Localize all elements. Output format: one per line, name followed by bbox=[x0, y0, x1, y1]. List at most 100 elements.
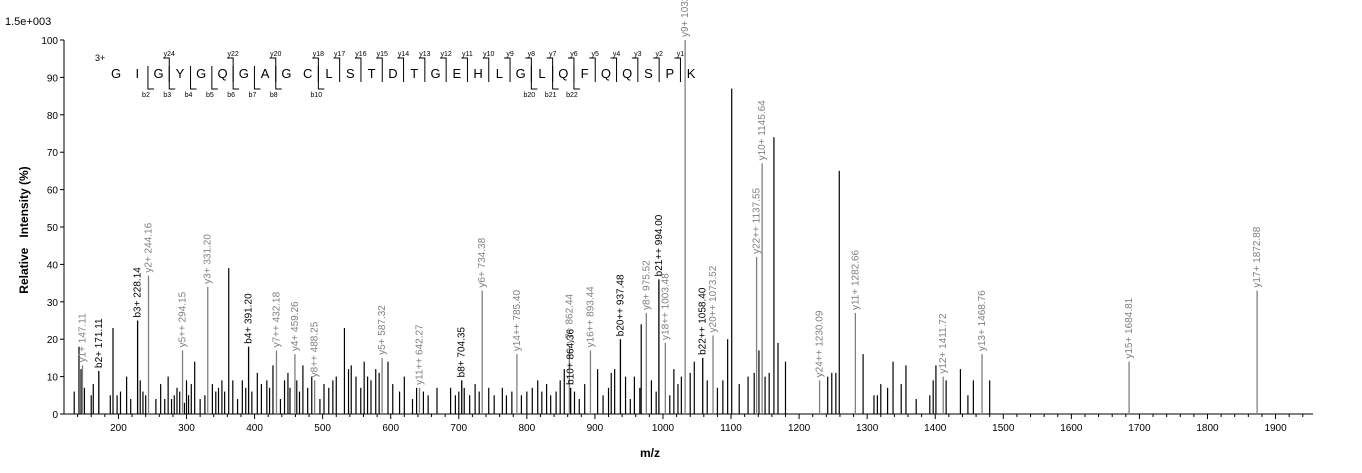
y-ion-cleavage-mark bbox=[354, 57, 362, 82]
y-tick-label: 0 bbox=[52, 410, 58, 421]
x-tick-label: 1600 bbox=[1060, 423, 1083, 434]
x-axis-ticks: 200 300 400 500 600 700 800 900 1000 1100 1200 1300… bbox=[77, 414, 1304, 434]
x-tick-label: 300 bbox=[178, 423, 195, 434]
peptide-residue: G bbox=[430, 66, 440, 81]
y-ion-cleavage-mark bbox=[482, 57, 490, 82]
spectrum-peaks bbox=[73, 40, 1258, 414]
y-ion-label: y11 bbox=[462, 51, 473, 58]
peptide-charge: 3+ bbox=[95, 53, 105, 63]
peptide-residue: G bbox=[111, 66, 121, 81]
peak-label: y11+ 1282.66 bbox=[850, 249, 861, 310]
peptide-residue: T bbox=[410, 66, 418, 81]
x-tick-label: 400 bbox=[246, 423, 263, 434]
peak-label: y12+ 1411.72 bbox=[938, 313, 949, 374]
b-ion-cleavage-mark bbox=[190, 66, 197, 90]
peptide-residue: G bbox=[516, 66, 526, 81]
y-ion-cleavage-mark bbox=[269, 57, 277, 82]
y-tick-label: 100 bbox=[41, 36, 58, 47]
b-ion-cleavage-mark bbox=[317, 66, 325, 90]
y-ion-label: y1 bbox=[677, 51, 685, 58]
x-tick-label: 1900 bbox=[1264, 423, 1287, 434]
y-ion-cleavage-mark bbox=[674, 57, 681, 82]
y-tick-label: 60 bbox=[47, 186, 59, 197]
intensity-scale-label: 1.5e+003 bbox=[5, 16, 51, 28]
peak-label: y5++ 294.15 bbox=[178, 291, 189, 347]
peak-label: y22++ 1137.55 bbox=[752, 187, 763, 253]
x-tick-label: 1200 bbox=[788, 423, 811, 434]
y-ion-cleavage-mark bbox=[461, 57, 468, 82]
b-ion-label: b6 bbox=[227, 92, 235, 99]
y-tick-label: 40 bbox=[47, 260, 59, 271]
peptide-residue: F bbox=[581, 66, 589, 81]
peak-label: y15+ 1684.81 bbox=[1124, 297, 1135, 358]
peptide-residue: D bbox=[388, 66, 397, 81]
y-ion-label: y12 bbox=[441, 51, 452, 58]
peak-label: y9+ 1032.54 bbox=[680, 0, 691, 37]
peak-label: y6+ 734.38 bbox=[477, 237, 488, 287]
peptide-residue: C bbox=[303, 66, 312, 81]
b-ion-label: b7 bbox=[249, 92, 257, 99]
x-tick-label: 1500 bbox=[992, 423, 1015, 434]
y-ion-cleavage-mark bbox=[653, 57, 660, 82]
b-ion-label: b20 bbox=[524, 92, 536, 99]
b-ion-label: b21 bbox=[545, 92, 557, 99]
b-ion-cleavage-mark bbox=[275, 66, 282, 90]
peptide-residue: G bbox=[196, 66, 206, 81]
y-ion-cleavage-mark bbox=[397, 57, 405, 82]
y-ion-label: y18 bbox=[313, 51, 324, 58]
peak-label: y8++ 488.25 bbox=[310, 321, 321, 377]
peptide-residue: Q bbox=[217, 66, 227, 81]
y-ion-cleavage-mark bbox=[163, 57, 170, 82]
y-ion-cleavage-mark bbox=[589, 57, 596, 82]
b-ion-label: b3 bbox=[163, 92, 171, 99]
b-ion-cleavage-mark bbox=[147, 66, 154, 90]
peak-label: b2+ 171.11 bbox=[94, 318, 105, 368]
y-ion-cleavage-mark bbox=[312, 57, 319, 82]
b-ion-label: b22 bbox=[566, 92, 578, 99]
y-ion-label: y13 bbox=[419, 51, 430, 58]
peak-label: y2+ 244.16 bbox=[144, 222, 155, 272]
peak-label: y11++ 642.27 bbox=[414, 324, 425, 385]
y-ion-label: y4 bbox=[613, 51, 621, 58]
b-ion-label: b8 bbox=[270, 92, 278, 99]
y-ion-label: y7 bbox=[549, 51, 557, 58]
y-ion-cleavage-mark bbox=[227, 57, 234, 82]
y-axis-ticks: 0 10 20 30 40 50 60 70 80 90 100 bbox=[41, 36, 64, 421]
y-ion-label: y6 bbox=[570, 51, 578, 58]
peptide-residue: G bbox=[281, 66, 291, 81]
y-ion-cleavage-mark bbox=[418, 57, 426, 82]
peak-label: b3+ 228.14 bbox=[133, 267, 144, 318]
y-ion-label: y24 bbox=[164, 51, 175, 58]
x-tick-label: 1800 bbox=[1196, 423, 1219, 434]
y-axis-title: Relative Intensity (%) bbox=[17, 166, 31, 293]
x-tick-label: 900 bbox=[587, 423, 604, 434]
peptide-residue: L bbox=[538, 66, 545, 81]
peptide-residue: L bbox=[496, 66, 503, 81]
peak-label: y16++ 893.44 bbox=[585, 286, 596, 348]
y-ion-cleavage-mark bbox=[333, 57, 341, 82]
peptide-residue: I bbox=[135, 66, 139, 81]
y-tick-label: 50 bbox=[47, 223, 59, 234]
x-tick-label: 700 bbox=[450, 423, 467, 434]
peak-label: y13+ 1468.76 bbox=[977, 290, 988, 351]
y-ion-label: y8 bbox=[528, 51, 536, 58]
x-tick-label: 1300 bbox=[856, 423, 879, 434]
b-ion-cleavage-mark bbox=[211, 66, 218, 90]
x-tick-label: 800 bbox=[519, 423, 536, 434]
peptide-residue: P bbox=[665, 66, 674, 81]
peptide-residue: G bbox=[239, 66, 249, 81]
peak-label: y8+ 975.52 bbox=[641, 260, 652, 310]
peptide-residue: Q bbox=[601, 66, 611, 81]
x-tick-label: 1400 bbox=[924, 423, 947, 434]
peak-label: y10+ 1145.64 bbox=[757, 100, 768, 161]
y-tick-label: 30 bbox=[47, 298, 59, 309]
peak-label: y1+ 147.11 bbox=[77, 313, 88, 362]
y-ion-cleavage-mark bbox=[546, 57, 554, 82]
peptide-residue: S bbox=[644, 66, 653, 81]
y-ion-label: y15 bbox=[377, 51, 388, 58]
y-tick-label: 20 bbox=[47, 335, 59, 346]
b-ion-cleavage-mark bbox=[530, 66, 538, 90]
